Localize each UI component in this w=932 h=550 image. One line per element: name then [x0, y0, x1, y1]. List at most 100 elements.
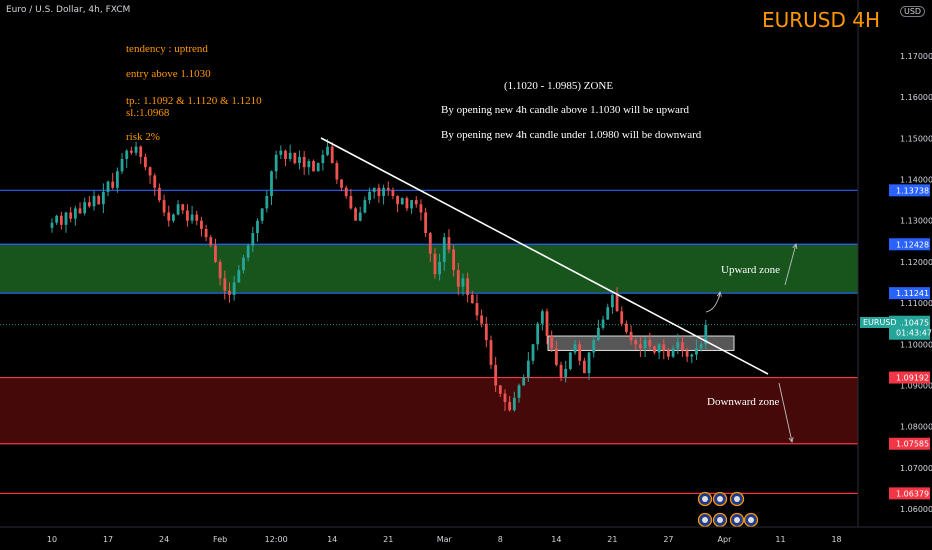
candle-body — [639, 344, 642, 349]
candle-body — [97, 196, 101, 205]
candle-body — [223, 278, 227, 291]
candle-body — [667, 350, 670, 357]
candle-body — [653, 346, 656, 353]
candle-body — [405, 198, 409, 209]
level-price-tag[interactable] — [889, 184, 930, 197]
candle-body — [424, 212, 427, 234]
time-tick-label: Feb — [213, 535, 227, 544]
candle-body — [279, 150, 283, 155]
candle-body — [498, 385, 502, 394]
price-tick-label: 1.08000 — [900, 423, 932, 432]
candle-body — [134, 146, 138, 153]
event-marker-flag-icon — [702, 496, 708, 502]
candle-body — [559, 364, 563, 378]
candle-body — [410, 200, 413, 209]
price-tick-label: 1.06000 — [900, 505, 932, 514]
price-tick-label: 1.12000 — [900, 258, 932, 267]
candle-body — [452, 249, 456, 271]
candle-body — [349, 196, 353, 209]
zone-line-downward: By opening new 4h candle under 1.0980 wi… — [441, 129, 702, 141]
candle-body — [284, 150, 287, 159]
candle-body — [456, 270, 460, 287]
candle-body — [625, 323, 628, 332]
candle-body — [358, 212, 362, 221]
candle-body — [522, 377, 526, 386]
level-price-tag[interactable] — [889, 437, 930, 450]
downward-zone-label: Downward zone — [707, 396, 780, 408]
time-tick-label: 17 — [103, 535, 113, 544]
descending-trendline[interactable] — [320, 137, 769, 375]
candle-body — [64, 212, 68, 225]
candle-body — [461, 278, 465, 287]
candle-body — [480, 315, 484, 324]
level-price-tag-label: 1.07585 — [896, 440, 929, 449]
price-tick-label: 1.14000 — [900, 176, 932, 185]
candle-body — [564, 368, 568, 378]
candle-body — [321, 154, 325, 164]
breakout-arrow — [705, 292, 721, 313]
candle-body — [503, 393, 507, 402]
candle-body — [699, 344, 703, 349]
candle-body — [260, 208, 264, 221]
price-tick-label: 1.16000 — [900, 93, 932, 102]
candle-body — [386, 187, 390, 190]
candle-body — [246, 245, 250, 258]
candle-body — [568, 352, 572, 369]
level-price-tag[interactable] — [889, 371, 930, 384]
candle-body — [382, 187, 385, 197]
event-marker-flag-icon — [748, 517, 754, 523]
candle-body — [442, 237, 446, 262]
price-tick-label: 1.11000 — [900, 299, 932, 308]
candle-body — [172, 214, 175, 221]
candle-body — [59, 215, 63, 225]
candle-body — [596, 327, 600, 341]
note-sl: sl.:1.0968 — [126, 107, 170, 119]
candle-body — [615, 294, 619, 312]
candle-body — [540, 311, 544, 324]
candle-body — [685, 350, 689, 357]
candle-body — [120, 158, 124, 172]
time-tick-label: 18 — [831, 535, 841, 544]
level-price-tag[interactable] — [889, 238, 930, 251]
time-tick-label: 14 — [551, 535, 561, 544]
level-price-tag[interactable] — [889, 287, 930, 300]
bar-countdown-label: 01:43:47 — [896, 329, 932, 338]
candle-body — [676, 342, 680, 349]
downward-arrow-head — [788, 437, 794, 444]
candle-body — [695, 348, 698, 355]
candle-body — [195, 214, 199, 221]
note-entry: entry above 1.1030 — [126, 68, 211, 80]
candle-body — [144, 156, 147, 168]
candle-body — [704, 324, 708, 345]
downward-zone-box — [0, 377, 858, 444]
candle-body — [181, 204, 185, 211]
candle-body — [662, 344, 666, 351]
candle-body — [489, 340, 493, 365]
candle-body — [153, 175, 157, 188]
candle-body — [470, 294, 474, 304]
candle-body — [620, 311, 624, 324]
candle-body — [554, 348, 558, 365]
time-tick-label: 12:00 — [265, 535, 288, 544]
candle-body — [87, 202, 91, 207]
candle-body — [228, 290, 231, 295]
level-price-tag-label: 1.11241 — [896, 289, 929, 298]
time-axis-panel[interactable] — [0, 527, 932, 550]
level-price-tag[interactable] — [889, 487, 930, 500]
candle-body — [50, 222, 54, 228]
candle-body — [368, 191, 371, 201]
candle-body — [190, 214, 194, 221]
price-tick-label: 1.15000 — [900, 134, 932, 143]
candle-body — [111, 181, 115, 188]
candle-body — [167, 212, 171, 221]
upward-arrow-head — [792, 243, 798, 249]
candle-body — [69, 212, 73, 219]
candle-body — [302, 156, 306, 168]
candle-body — [475, 303, 479, 316]
candle-body — [587, 352, 591, 374]
price-tick-label: 1.07000 — [900, 464, 932, 473]
upward-arrow — [784, 243, 797, 286]
chart-title: EURUSD 4H — [762, 8, 881, 32]
currency-badge[interactable]: USD — [900, 6, 926, 17]
